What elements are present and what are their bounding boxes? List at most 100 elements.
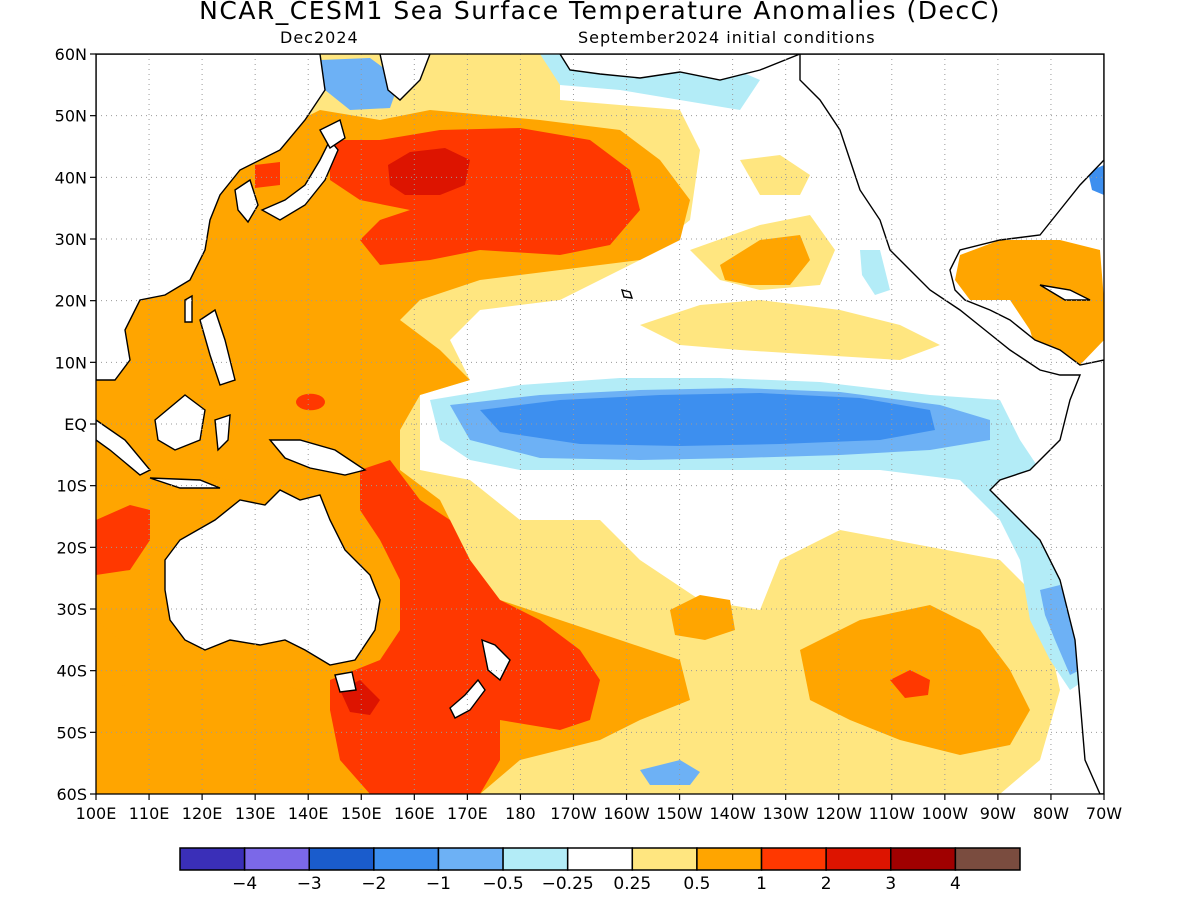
anomaly-region-peru-cool — [1040, 585, 1080, 675]
lat-tick-label: 20N — [55, 292, 87, 311]
anomaly-region-california-light — [740, 155, 810, 195]
colorbar-swatch — [890, 847, 957, 871]
lat-tick-label: 40N — [55, 168, 87, 187]
colorbar-label: −0.25 — [542, 874, 594, 894]
init-conditions-label: September2024 initial conditions — [578, 28, 876, 47]
lon-tick-label: 120W — [816, 804, 863, 823]
lon-tick-label: 150W — [656, 804, 703, 823]
lon-tick-label: 180 — [505, 804, 536, 823]
land-philippines — [199, 308, 236, 386]
lon-tick-label: 80W — [1033, 804, 1069, 823]
lon-tick-label: 100W — [922, 804, 969, 823]
anomaly-region-south-central-patch — [670, 595, 735, 640]
anomaly-region-warm-pool-dot — [296, 393, 325, 411]
lon-tick-label: 150E — [341, 804, 382, 823]
land-kamchatka — [379, 54, 431, 101]
land-cuba — [1039, 284, 1091, 301]
land-australia — [164, 489, 381, 666]
colorbar-swatch — [373, 847, 440, 871]
map-area — [95, 53, 1105, 795]
colorbar-swatch — [954, 847, 1021, 871]
land-alaska — [559, 54, 801, 81]
lat-tick-label: 10S — [56, 477, 87, 496]
colorbar-label: 2 — [821, 874, 832, 894]
anomaly-region-okhotsk-cool — [320, 58, 400, 110]
lon-tick-label: 130E — [235, 804, 276, 823]
lat-tick-label: 40S — [56, 662, 87, 681]
lon-tick-label: 140W — [709, 804, 756, 823]
colorbar-label: −1 — [426, 874, 451, 894]
colorbar-label: 1 — [756, 874, 767, 894]
lon-tick-label: 110W — [869, 804, 916, 823]
anomaly-region-gulf-caribbean — [955, 240, 1104, 365]
colorbar-swatch — [243, 847, 310, 871]
landmasses — [96, 54, 1104, 794]
longitude-axis: 100E 110E 120E 130E 140E 150E 160E 170E 180 170W 1… — [76, 794, 1122, 823]
land-north-america — [799, 54, 1104, 794]
colorbar-swatch — [437, 847, 504, 871]
anomaly-region-kuroshio-strong — [330, 128, 640, 265]
colorbar: −4 −3 −2 −1 −0.5 −0.25 0.25 0.5 1 2 3 4 — [179, 847, 1021, 894]
colorbar-label: −4 — [232, 874, 257, 894]
anomaly-region-ne-pacific-moderate — [720, 235, 810, 285]
lon-tick-label: 160W — [603, 804, 650, 823]
land-korea — [234, 178, 259, 224]
anomaly-region-subtropical-strip — [640, 300, 940, 360]
lon-tick-label: 120E — [182, 804, 223, 823]
land-hokkaido — [319, 118, 346, 150]
colorbar-label: 3 — [885, 874, 896, 894]
lon-tick-label: 110E — [129, 804, 170, 823]
colorbar-label: 0.25 — [613, 874, 651, 894]
land-borneo — [154, 394, 206, 451]
colorbar-swatch — [631, 847, 698, 871]
valid-month-label: Dec2024 — [280, 28, 359, 47]
colorbar-swatch — [760, 847, 827, 871]
anomaly-region-equatorial-cool-core — [480, 393, 935, 446]
lon-tick-label: 100E — [76, 804, 117, 823]
land-new-guinea — [268, 439, 367, 476]
lon-tick-label: 90W — [980, 804, 1016, 823]
lon-tick-label: 170E — [447, 804, 488, 823]
colorbar-label: −3 — [297, 874, 322, 894]
land-new-zealand-north — [481, 638, 511, 682]
colorbar-swatch — [502, 847, 569, 871]
anomaly-region-japan-strong — [255, 162, 280, 188]
land-taiwan — [184, 294, 193, 323]
colorbar-label: −0.5 — [482, 874, 523, 894]
lat-tick-label: 30S — [56, 600, 87, 619]
anomaly-region-baja-cool — [860, 250, 890, 295]
latitude-axis: 60N 50N 40N 30N 20N 10N EQ 10S 20S 30S 40S 50S 60S — [55, 45, 96, 804]
colorbar-swatch — [308, 847, 375, 871]
lat-tick-label: 10N — [55, 353, 87, 372]
land-asia-mainland — [96, 54, 326, 381]
anomaly-region-indian-strong — [96, 505, 150, 575]
colorbar-label: 0.5 — [683, 874, 710, 894]
lat-tick-label: EQ — [64, 415, 87, 434]
colorbar-swatch — [696, 847, 763, 871]
lon-tick-label: 130W — [763, 804, 810, 823]
anomaly-region-kuroshio-peak — [388, 148, 470, 195]
colorbar-label: −2 — [361, 874, 386, 894]
lon-tick-label: 160E — [394, 804, 435, 823]
land-java — [149, 477, 221, 489]
gridlines — [96, 54, 1104, 794]
lat-tick-label: 30N — [55, 230, 87, 249]
anomaly-region-southern-band — [96, 670, 300, 740]
lon-tick-label: 170W — [550, 804, 597, 823]
land-sumatra — [96, 419, 152, 476]
lat-tick-label: 20S — [56, 538, 87, 557]
lon-tick-label: 70W — [1086, 804, 1122, 823]
figure-title: NCAR_CESM1 Sea Surface Temperature Anoma… — [199, 0, 1001, 25]
anomaly-region-southwest-pacific-strong — [330, 460, 600, 794]
lat-tick-label: 60S — [56, 785, 87, 804]
anomaly-region-se-pacific-strong — [890, 670, 930, 698]
lat-tick-label: 50N — [55, 107, 87, 126]
colorbar-swatch — [566, 847, 634, 871]
lon-tick-label: 140E — [288, 804, 329, 823]
land-tasmania — [334, 671, 357, 693]
anomaly-region-south-cool-patch — [640, 760, 700, 785]
colorbar-swatch — [825, 847, 892, 871]
lat-tick-label: 60N — [55, 45, 87, 64]
lat-tick-label: 50S — [56, 723, 87, 742]
